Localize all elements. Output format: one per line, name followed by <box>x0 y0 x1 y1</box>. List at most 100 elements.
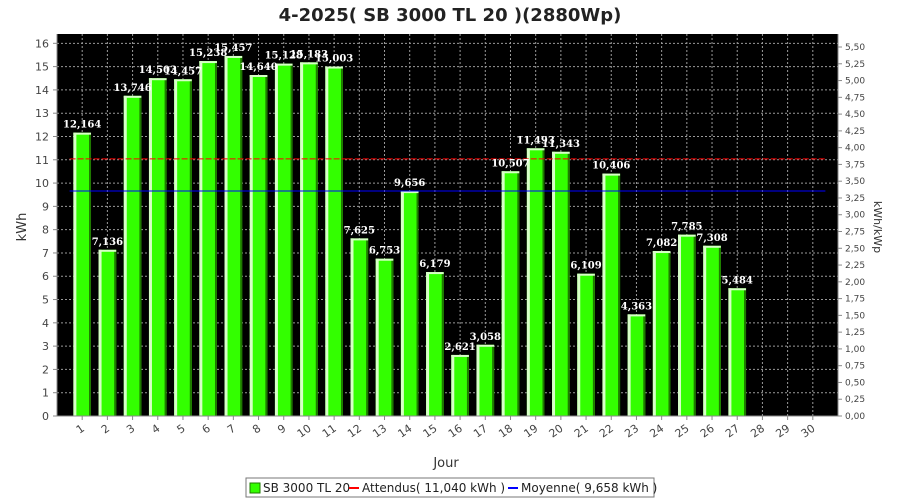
bar <box>174 79 192 416</box>
data-label: 12,164 <box>63 120 101 131</box>
y-tick-label: 6 <box>42 270 49 283</box>
bar-shadow <box>618 173 621 416</box>
x-tick-label: 16 <box>446 422 465 441</box>
y-tick-label: 2 <box>42 363 49 376</box>
bar-top-edge <box>224 55 243 58</box>
bar-shadow <box>164 78 167 416</box>
bar-highlight <box>526 148 530 417</box>
y-right-tick-label: 3,00 <box>845 211 865 221</box>
bar <box>602 173 621 416</box>
bar-top-edge <box>98 249 117 252</box>
bar <box>350 238 369 416</box>
bar <box>224 55 243 417</box>
bar-shadow <box>492 344 495 416</box>
bar-highlight <box>476 344 480 416</box>
bar-highlight <box>123 95 127 416</box>
y-right-tick-label: 3,50 <box>845 177 865 187</box>
data-label: 7,136 <box>92 237 123 248</box>
x-tick-label: 30 <box>799 422 818 441</box>
bar-highlight <box>728 288 732 416</box>
y-right-tick-label: 3,75 <box>845 160 865 170</box>
y-tick-label: 7 <box>42 247 49 260</box>
bar-highlight <box>375 258 379 416</box>
y-right-tick-label: 2,00 <box>845 278 865 288</box>
data-label: 15,457 <box>214 43 252 54</box>
bar-highlight <box>703 245 707 416</box>
bar-highlight <box>199 61 203 416</box>
bar-shadow <box>542 148 545 417</box>
y-right-tick-label: 5,25 <box>845 60 865 70</box>
x-tick-label: 19 <box>521 422 540 441</box>
bar-shadow <box>466 354 469 416</box>
bar <box>249 74 268 417</box>
x-tick-label: 11 <box>320 422 339 441</box>
data-label: 14,457 <box>164 66 202 77</box>
bar-shadow <box>693 234 696 416</box>
legend-label-expected: Attendus( 11,040 kWh ) <box>362 481 505 495</box>
data-label: 14,640 <box>239 62 277 73</box>
bar-shadow <box>189 79 192 416</box>
y-tick-label: 10 <box>35 177 49 190</box>
bar-shadow <box>240 55 243 417</box>
bar <box>426 272 444 416</box>
bar-highlight <box>224 55 228 417</box>
bar-highlight <box>249 74 253 417</box>
bar <box>652 251 671 416</box>
x-tick-label: 22 <box>597 422 616 441</box>
data-label: 10,507 <box>491 158 529 169</box>
bar-top-edge <box>476 344 495 347</box>
bar <box>73 132 92 417</box>
data-label: 6,179 <box>419 259 450 270</box>
bar <box>123 95 142 416</box>
bar-shadow <box>643 314 646 416</box>
y-right-tick-label: 4,00 <box>845 144 865 154</box>
x-tick-label: 26 <box>698 422 717 441</box>
x-tick-label: 9 <box>275 422 288 437</box>
y-tick-label: 0 <box>42 410 49 423</box>
bar-top-edge <box>274 63 293 66</box>
legend-label-average: Moyenne( 9,658 kWh ) <box>521 481 657 495</box>
bar-highlight <box>577 273 581 416</box>
y-tick-label: 8 <box>42 224 49 237</box>
bar-shadow <box>567 151 570 417</box>
legend-swatch-production <box>249 482 261 494</box>
y-tick-label: 12 <box>35 130 49 143</box>
y-tick-label: 3 <box>42 340 49 353</box>
x-tick-label: 12 <box>345 422 364 441</box>
data-label: 14,503 <box>139 65 177 76</box>
legend-box <box>245 477 655 498</box>
bar <box>678 234 696 416</box>
x-axis: 1 2 3 4 5 6 7 8 9 10 11 12 13 14 15 16 17 18 19 20 21 22 23 24 2… <box>57 415 838 441</box>
bar-shadow <box>744 288 747 416</box>
y-tick-label: 4 <box>42 317 49 330</box>
bars <box>73 55 747 417</box>
bar-top-edge <box>678 234 696 237</box>
x-tick-label: 18 <box>496 422 515 441</box>
y-right-tick-label: 1,50 <box>845 311 865 321</box>
x-tick-label: 7 <box>225 422 238 437</box>
y-right-tick-label: 2,75 <box>845 228 865 238</box>
data-label: 11,343 <box>542 139 580 150</box>
bar-top-edge <box>400 191 419 194</box>
data-label: 4,363 <box>621 301 652 312</box>
bar <box>728 288 747 416</box>
bar-highlight <box>602 173 606 416</box>
bar <box>300 62 318 416</box>
data-label: 7,308 <box>696 233 727 244</box>
data-label: 5,484 <box>722 275 753 286</box>
bar-shadow <box>441 272 444 416</box>
y-tick-label: 11 <box>35 154 49 167</box>
y-axis-label: kWh <box>15 213 30 242</box>
bar-top-edge <box>627 314 646 317</box>
bar-top-edge <box>199 61 217 64</box>
bar-highlight <box>148 78 152 416</box>
data-label: 7,785 <box>671 222 702 233</box>
y-right-tick-label: 4,75 <box>845 93 865 103</box>
x-tick-label: 3 <box>124 422 137 437</box>
bar-top-edge <box>703 245 721 248</box>
bar-shadow <box>592 273 595 416</box>
bar <box>274 63 293 416</box>
y-axis-right: 0,00 0,25 0,50 0,75 1,00 1,25 1,50 1,75 2,00 2,25… <box>837 34 865 422</box>
